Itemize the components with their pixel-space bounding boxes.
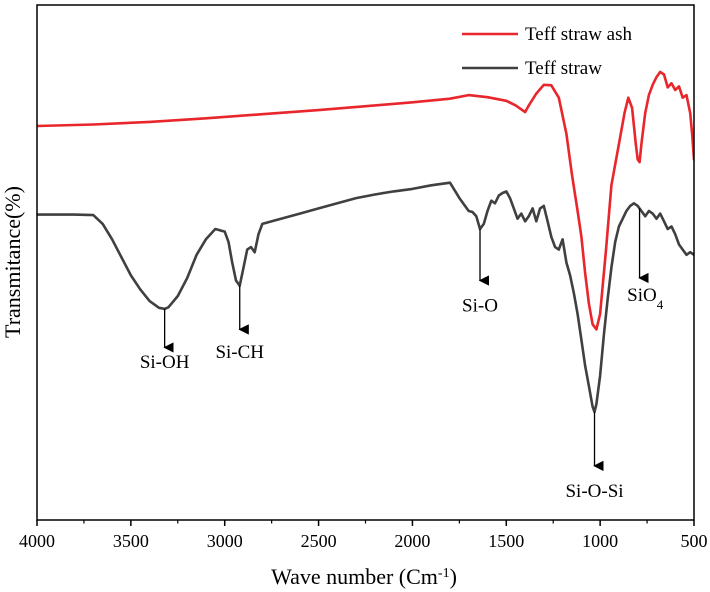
plot-frame [36,4,695,521]
x-tick-label: 3000 [207,531,243,551]
x-tick-label: 2500 [301,531,337,551]
y-axis-title: Transmitance(%) [0,186,25,338]
legend-label-1: Teff straw [525,58,602,79]
x-tick-label: 1000 [582,531,618,551]
x-tick-label: 1500 [488,531,524,551]
annotation-label: Si-O-Si [565,481,623,502]
x-tick-label: 3500 [113,531,149,551]
annotation-label: Si-O [462,295,498,316]
annotation-layer: Si-OH Si-CH Si-O Si-O-Si SiO4 [140,208,664,502]
annotation-label: Si-CH [215,342,264,363]
series-line-0 [37,70,694,331]
annotation-label: SiO4 [627,285,664,312]
legend-label-0: Teff straw ash [525,24,633,45]
legend: Teff straw ash Teff straw [462,24,633,79]
series-line-1 [37,181,694,414]
annotation-label: Si-OH [140,352,190,373]
x-axis-ticks: 4000 3500 3000 2500 2000 1500 1000 500 [19,520,708,551]
x-tick-label: 4000 [19,531,55,551]
x-tick-label: 500 [681,531,708,551]
x-axis-title: Wave number (Cm-1) [271,564,457,589]
x-tick-label: 2000 [394,531,430,551]
series-layer [37,70,694,414]
